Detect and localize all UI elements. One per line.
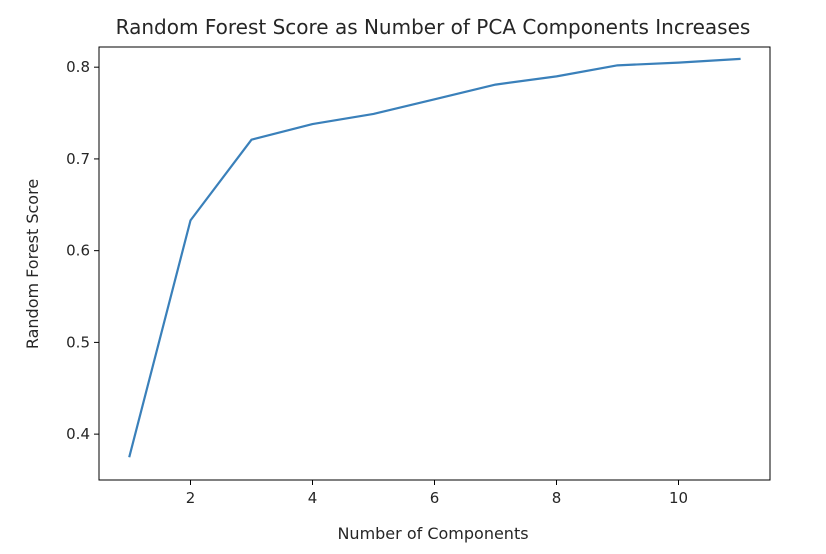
y-axis: 0.4 0.5 0.6 0.7 0.8 [66, 58, 99, 443]
x-tick-label: 10 [669, 489, 688, 507]
x-tick-label: 2 [186, 489, 196, 507]
series-layer [128, 57, 741, 458]
x-tick-label: 8 [552, 489, 562, 507]
y-tick-label: 0.7 [66, 150, 90, 168]
y-tick-label: 0.6 [66, 242, 90, 260]
chart-title: Random Forest Score as Number of PCA Com… [116, 15, 751, 39]
x-tick-label: 6 [430, 489, 440, 507]
y-tick-label: 0.5 [66, 333, 90, 351]
x-tick-label: 4 [308, 489, 318, 507]
y-axis-label: Random Forest Score [23, 179, 42, 349]
series-line [128, 57, 741, 458]
plot-area-frame [98, 46, 771, 481]
x-axis: 2 4 6 8 10 [186, 480, 688, 507]
y-tick-label: 0.8 [66, 58, 90, 76]
y-tick-label: 0.4 [66, 425, 90, 443]
x-axis-label: Number of Components [337, 524, 528, 543]
